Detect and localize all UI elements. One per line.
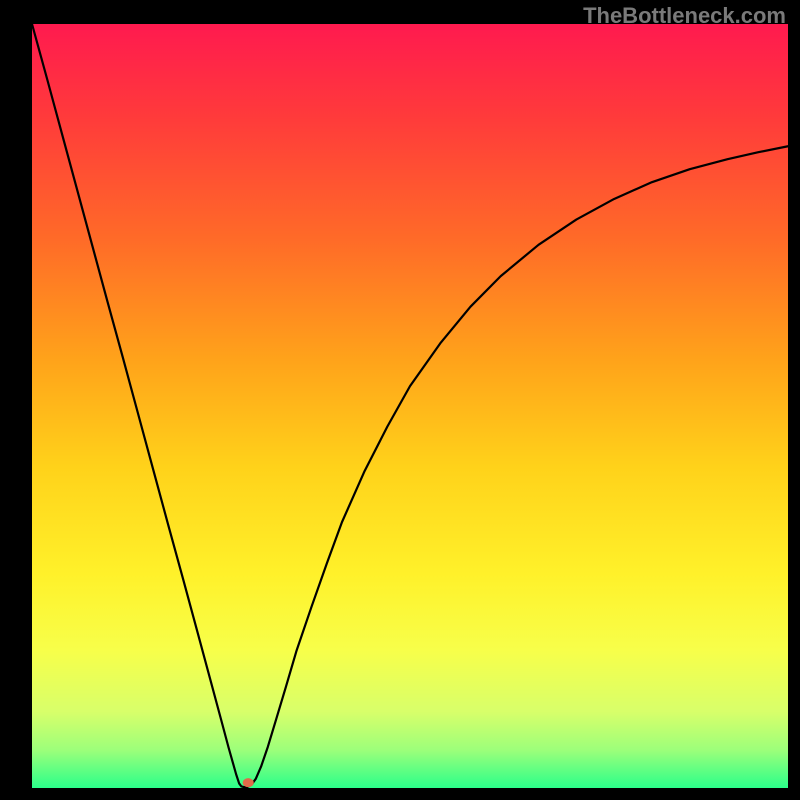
plot-background (32, 24, 788, 788)
optimum-marker (243, 778, 254, 787)
chart-stage: TheBottleneck.com (0, 0, 800, 800)
bottleneck-chart (0, 0, 800, 800)
watermark-text: TheBottleneck.com (583, 3, 786, 29)
